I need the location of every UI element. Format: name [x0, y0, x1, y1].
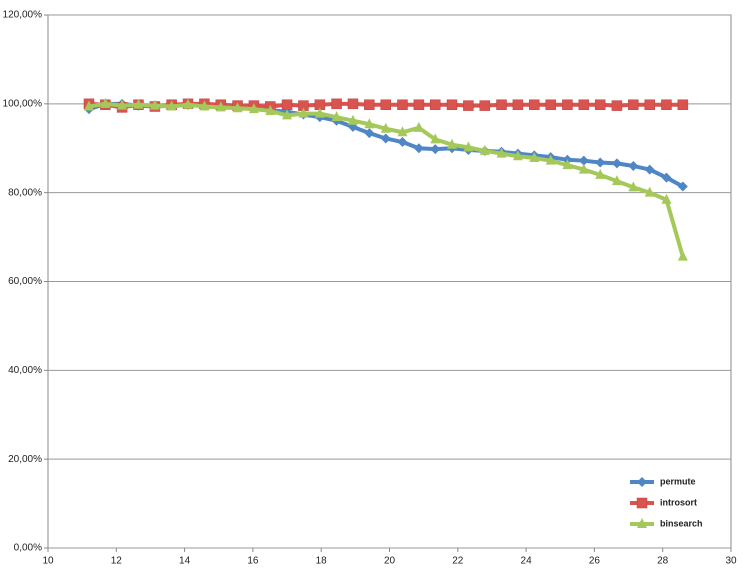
- marker: [282, 109, 293, 120]
- marker: [380, 133, 391, 144]
- legend-label: permute: [660, 476, 696, 486]
- x-tick-label: 10: [42, 556, 54, 567]
- marker: [628, 161, 639, 172]
- marker: [83, 100, 94, 111]
- marker: [496, 99, 507, 110]
- marker: [677, 250, 688, 261]
- marker: [413, 99, 425, 110]
- marker: [199, 100, 210, 111]
- marker: [413, 121, 424, 132]
- marker: [595, 168, 606, 179]
- marker: [446, 99, 458, 110]
- x-tick-label: 14: [179, 556, 191, 567]
- marker: [232, 102, 243, 113]
- marker: [430, 144, 441, 155]
- marker: [463, 141, 474, 152]
- marker: [397, 99, 408, 110]
- marker: [380, 99, 391, 110]
- marker: [512, 150, 523, 161]
- legend-marker: [637, 477, 647, 487]
- x-tick-label: 12: [111, 556, 123, 567]
- marker: [611, 100, 623, 111]
- legend-label: introsort: [660, 497, 697, 507]
- marker: [149, 99, 160, 110]
- marker: [644, 164, 655, 175]
- marker: [364, 118, 375, 129]
- marker: [595, 157, 606, 168]
- marker: [380, 122, 391, 133]
- marker: [413, 143, 424, 154]
- marker: [512, 99, 524, 110]
- marker: [545, 99, 556, 110]
- marker: [248, 103, 259, 114]
- marker: [578, 163, 589, 174]
- marker: [364, 128, 375, 139]
- marker: [364, 99, 375, 110]
- x-tick-label: 20: [384, 556, 396, 567]
- marker: [117, 99, 128, 110]
- marker: [529, 152, 540, 163]
- marker: [578, 99, 590, 110]
- marker: [100, 97, 111, 108]
- marker: [644, 186, 655, 197]
- marker: [133, 98, 144, 109]
- marker: [331, 98, 342, 110]
- marker: [644, 99, 655, 110]
- x-tick-label: 30: [725, 556, 737, 567]
- marker: [661, 99, 672, 110]
- y-tick-label: 80,00%: [8, 187, 42, 198]
- marker: [479, 144, 490, 155]
- marker: [215, 101, 226, 112]
- marker: [562, 99, 573, 110]
- marker: [594, 99, 606, 110]
- marker: [265, 104, 276, 115]
- y-tick-label: 120,00%: [3, 10, 43, 21]
- marker: [430, 99, 441, 110]
- x-tick-label: 28: [657, 556, 669, 567]
- x-tick-label: 22: [452, 556, 464, 567]
- marker: [281, 99, 293, 110]
- x-tick-label: 26: [589, 556, 601, 567]
- x-tick-label: 24: [521, 556, 533, 567]
- legend-marker: [637, 518, 647, 528]
- y-tick-label: 20,00%: [8, 454, 42, 465]
- marker: [298, 107, 309, 118]
- y-tick-label: 60,00%: [8, 276, 42, 287]
- marker: [677, 99, 689, 110]
- marker: [166, 100, 177, 111]
- marker: [545, 154, 556, 165]
- marker: [661, 193, 672, 204]
- marker: [183, 98, 194, 109]
- marker: [347, 98, 359, 110]
- marker: [463, 100, 474, 111]
- marker: [331, 111, 342, 122]
- marker: [496, 147, 507, 158]
- marker: [397, 137, 408, 148]
- marker: [562, 159, 573, 170]
- marker: [347, 114, 358, 125]
- marker: [578, 155, 589, 166]
- y-tick-label: 100,00%: [3, 98, 43, 109]
- marker: [430, 133, 441, 144]
- marker: [611, 175, 622, 186]
- x-tick-label: 16: [247, 556, 259, 567]
- marker: [661, 172, 672, 183]
- marker: [611, 158, 622, 169]
- y-tick-label: 0,00%: [14, 543, 42, 554]
- marker: [677, 181, 688, 192]
- y-tick-label: 40,00%: [8, 365, 42, 376]
- marker: [529, 99, 540, 110]
- marker: [446, 138, 457, 149]
- marker: [314, 107, 325, 118]
- marker: [628, 99, 639, 110]
- legend-label: binsearch: [660, 518, 703, 528]
- marker: [397, 126, 408, 137]
- marker: [628, 181, 639, 192]
- x-tick-label: 18: [316, 556, 328, 567]
- legend-marker: [636, 497, 648, 509]
- marker: [479, 100, 491, 111]
